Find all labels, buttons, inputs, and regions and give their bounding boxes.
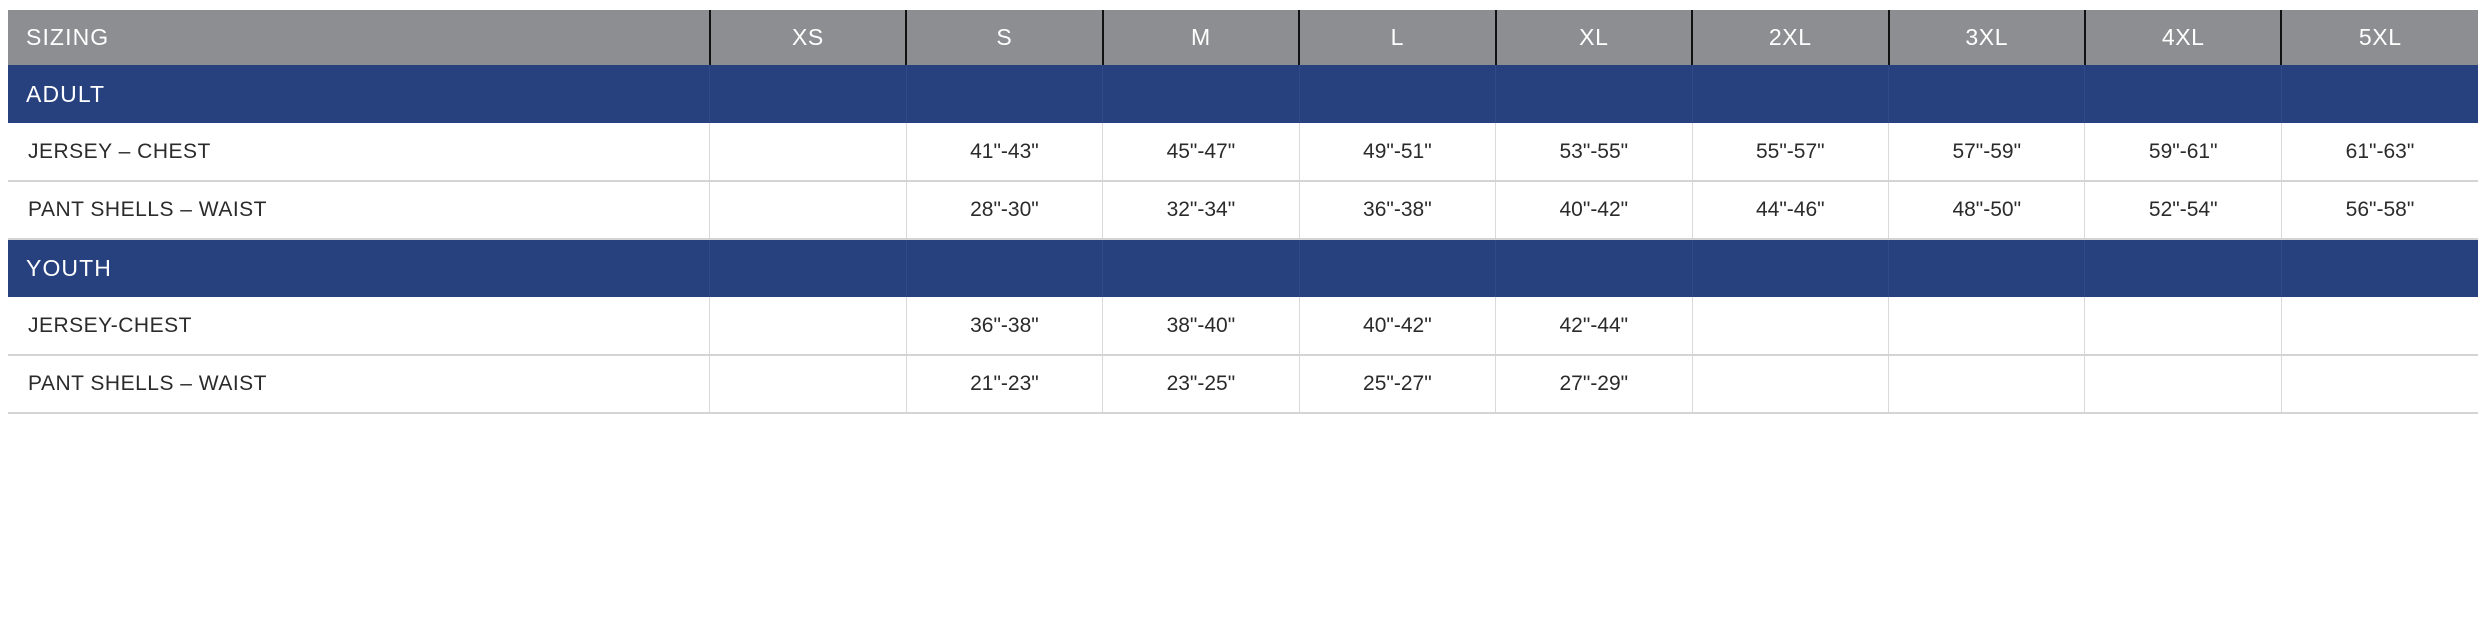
measurement-cell-xs <box>709 123 907 182</box>
measurement-cell-l: 49"-51" <box>1299 123 1497 182</box>
measurement-cell-xxl <box>1692 355 1890 414</box>
measurement-cell-xxl <box>1692 297 1890 356</box>
measurement-cell-s: 41"-43" <box>906 123 1104 182</box>
measurement-cell-4xl: 52"-54" <box>2084 181 2282 240</box>
section-fill-cell <box>1692 239 1890 297</box>
section-fill-cell <box>1495 239 1693 297</box>
column-header-m[interactable]: M <box>1102 10 1301 65</box>
measurement-cell-l: 40"-42" <box>1299 297 1497 356</box>
measurement-cell-5xl: 56"-58" <box>2281 181 2478 240</box>
measurement-cell-s: 28"-30" <box>906 181 1104 240</box>
section-title: ADULT <box>8 65 711 123</box>
section-fill-cell <box>1102 239 1300 297</box>
section-fill-cell <box>906 65 1104 123</box>
section-fill-cell <box>1102 65 1300 123</box>
measurement-cell-3xl: 48"-50" <box>1888 181 2086 240</box>
measurement-cell-3xl <box>1888 297 2086 356</box>
column-header-l[interactable]: L <box>1299 10 1497 65</box>
section-fill-cell <box>2281 65 2478 123</box>
section-fill-cell <box>1299 239 1497 297</box>
measurement-cell-3xl <box>1888 355 2086 414</box>
sizing-table: SIZING XS S M L XL 2XL 3XL 4XL 5XL ADULT JERSEY – … <box>8 10 2478 414</box>
table-header: SIZING XS S M L XL 2XL 3XL 4XL 5XL <box>8 10 2478 65</box>
section-fill-cell <box>2084 65 2282 123</box>
column-header-xl[interactable]: XL <box>1495 10 1694 65</box>
measurement-cell-l: 36"-38" <box>1299 181 1497 240</box>
column-header-s[interactable]: S <box>906 10 1104 65</box>
column-header-4xl[interactable]: 4XL <box>2084 10 2283 65</box>
column-header-3xl[interactable]: 3XL <box>1888 10 2086 65</box>
measurement-cell-xs <box>709 181 907 240</box>
table-row: JERSEY – CHEST 41"-43" 45"-47" 49"-51" 53"-5… <box>8 123 2478 182</box>
column-header-label[interactable]: SIZING <box>8 10 711 65</box>
section-fill-cell <box>709 65 907 123</box>
measurement-cell-xs <box>709 297 907 356</box>
section-fill-cell <box>1299 65 1497 123</box>
measurement-cell-xxl: 55"-57" <box>1692 123 1890 182</box>
measurement-cell-xxl: 44"-46" <box>1692 181 1890 240</box>
measurement-cell-3xl: 57"-59" <box>1888 123 2086 182</box>
measurement-cell-4xl <box>2084 355 2282 414</box>
row-label: JERSEY – CHEST <box>8 123 711 182</box>
measurement-cell-4xl <box>2084 297 2282 356</box>
table-body: ADULT JERSEY – CHEST 41"-43" 45"-47" 49"-51"… <box>8 65 2478 414</box>
measurement-cell-s: 21"-23" <box>906 355 1104 414</box>
section-fill-cell <box>2281 239 2478 297</box>
section-fill-cell <box>709 239 907 297</box>
measurement-cell-5xl <box>2281 297 2478 356</box>
section-fill-cell <box>906 239 1104 297</box>
section-fill-cell <box>1888 65 2086 123</box>
measurement-cell-l: 25"-27" <box>1299 355 1497 414</box>
measurement-cell-m: 23"-25" <box>1102 355 1300 414</box>
measurement-cell-xl: 42"-44" <box>1495 297 1693 356</box>
section-fill-cell <box>1495 65 1693 123</box>
measurement-cell-5xl: 61"-63" <box>2281 123 2478 182</box>
section-row-youth: YOUTH <box>8 239 2478 297</box>
column-header-xs[interactable]: XS <box>709 10 908 65</box>
column-header-5xl[interactable]: 5XL <box>2281 10 2478 65</box>
measurement-cell-xs <box>709 355 907 414</box>
table-row: PANT SHELLS – WAIST 28"-30" 32"-34" 36"-38"… <box>8 181 2478 240</box>
measurement-cell-5xl <box>2281 355 2478 414</box>
measurement-cell-m: 45"-47" <box>1102 123 1300 182</box>
measurement-cell-xl: 27"-29" <box>1495 355 1693 414</box>
row-label: PANT SHELLS – WAIST <box>8 355 711 414</box>
measurement-cell-m: 38"-40" <box>1102 297 1300 356</box>
section-row-adult: ADULT <box>8 65 2478 123</box>
measurement-cell-xl: 53"-55" <box>1495 123 1693 182</box>
column-header-xxl[interactable]: 2XL <box>1692 10 1890 65</box>
measurement-cell-m: 32"-34" <box>1102 181 1300 240</box>
section-fill-cell <box>1692 65 1890 123</box>
table-row: JERSEY-CHEST 36"-38" 38"-40" 40"-42" 42"-44" <box>8 297 2478 356</box>
section-fill-cell <box>1888 239 2086 297</box>
section-title: YOUTH <box>8 239 711 297</box>
row-label: JERSEY-CHEST <box>8 297 711 356</box>
section-fill-cell <box>2084 239 2282 297</box>
header-row: SIZING XS S M L XL 2XL 3XL 4XL 5XL <box>8 10 2478 65</box>
table-row: PANT SHELLS – WAIST 21"-23" 23"-25" 25"-27"… <box>8 355 2478 414</box>
measurement-cell-xl: 40"-42" <box>1495 181 1693 240</box>
measurement-cell-4xl: 59"-61" <box>2084 123 2282 182</box>
measurement-cell-s: 36"-38" <box>906 297 1104 356</box>
row-label: PANT SHELLS – WAIST <box>8 181 711 240</box>
